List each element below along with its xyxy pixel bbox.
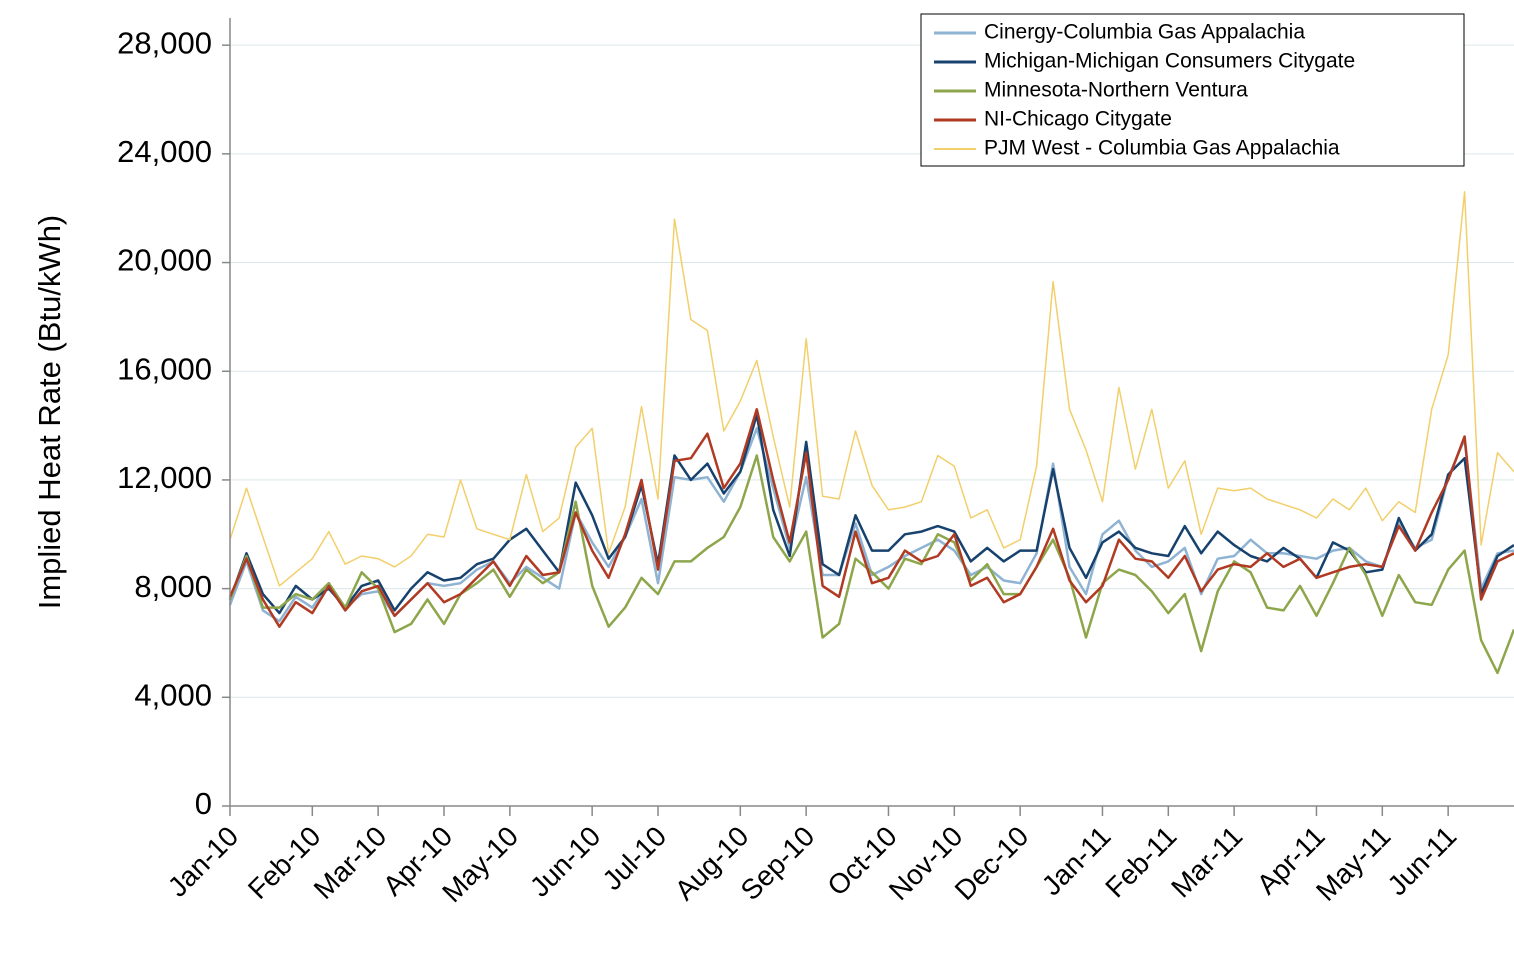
x-tick-label: Jun-11 — [1381, 820, 1462, 901]
legend-label: Cinergy-Columbia Gas Appalachia — [984, 21, 1305, 44]
x-tick-label: Dec-10 — [949, 820, 1035, 906]
grid — [230, 44, 1514, 698]
legend-box — [920, 13, 1465, 167]
y-axis-label: Implied Heat Rate (Btu/kWh) — [32, 215, 67, 610]
legend-label: PJM West - Columbia Gas Appalachia — [984, 137, 1340, 160]
lines — [228, 191, 1514, 675]
x-tick-label: Jun-10 — [524, 820, 606, 902]
y-tick-label: 24,000 — [117, 134, 212, 169]
x-tick-label: Jan-11 — [1036, 820, 1117, 901]
x-tick-label: Feb-11 — [1099, 820, 1182, 903]
y-tick-label: 4,000 — [134, 677, 212, 712]
y-tick-label: 0 — [195, 786, 212, 821]
x-tick-label: Nov-10 — [883, 820, 969, 906]
x-tick-label: Mar-10 — [308, 820, 393, 905]
series-line — [228, 408, 1514, 628]
x-tick-label: Aug-10 — [669, 820, 755, 906]
x-tick-label: Sep-10 — [735, 820, 821, 906]
y-tick-label: 28,000 — [117, 25, 212, 60]
x-tick-label: Feb-10 — [242, 820, 327, 905]
legend: Cinergy-Columbia Gas Appalachia Michigan-… — [920, 13, 1465, 167]
series-line — [229, 191, 1514, 587]
legend-label: Michigan-Michigan Consumers Citygate — [984, 50, 1355, 73]
x-tick-label: Mar-11 — [1165, 820, 1248, 903]
y-tick-label: 16,000 — [117, 351, 212, 386]
x-tick-label: Jul-10 — [596, 820, 672, 896]
y-tick-label: 8,000 — [134, 569, 212, 604]
x-tick-label: May-11 — [1310, 820, 1396, 906]
y-tick-label: 12,000 — [117, 460, 212, 495]
y-tick-label: 20,000 — [117, 243, 212, 278]
legend-label: Minnesota-Northern Ventura — [984, 79, 1248, 102]
legend-label: NI-Chicago Citygate — [984, 108, 1172, 131]
series-line — [228, 454, 1514, 675]
series-line — [228, 427, 1514, 623]
x-tick-label: Jan-10 — [162, 820, 244, 902]
